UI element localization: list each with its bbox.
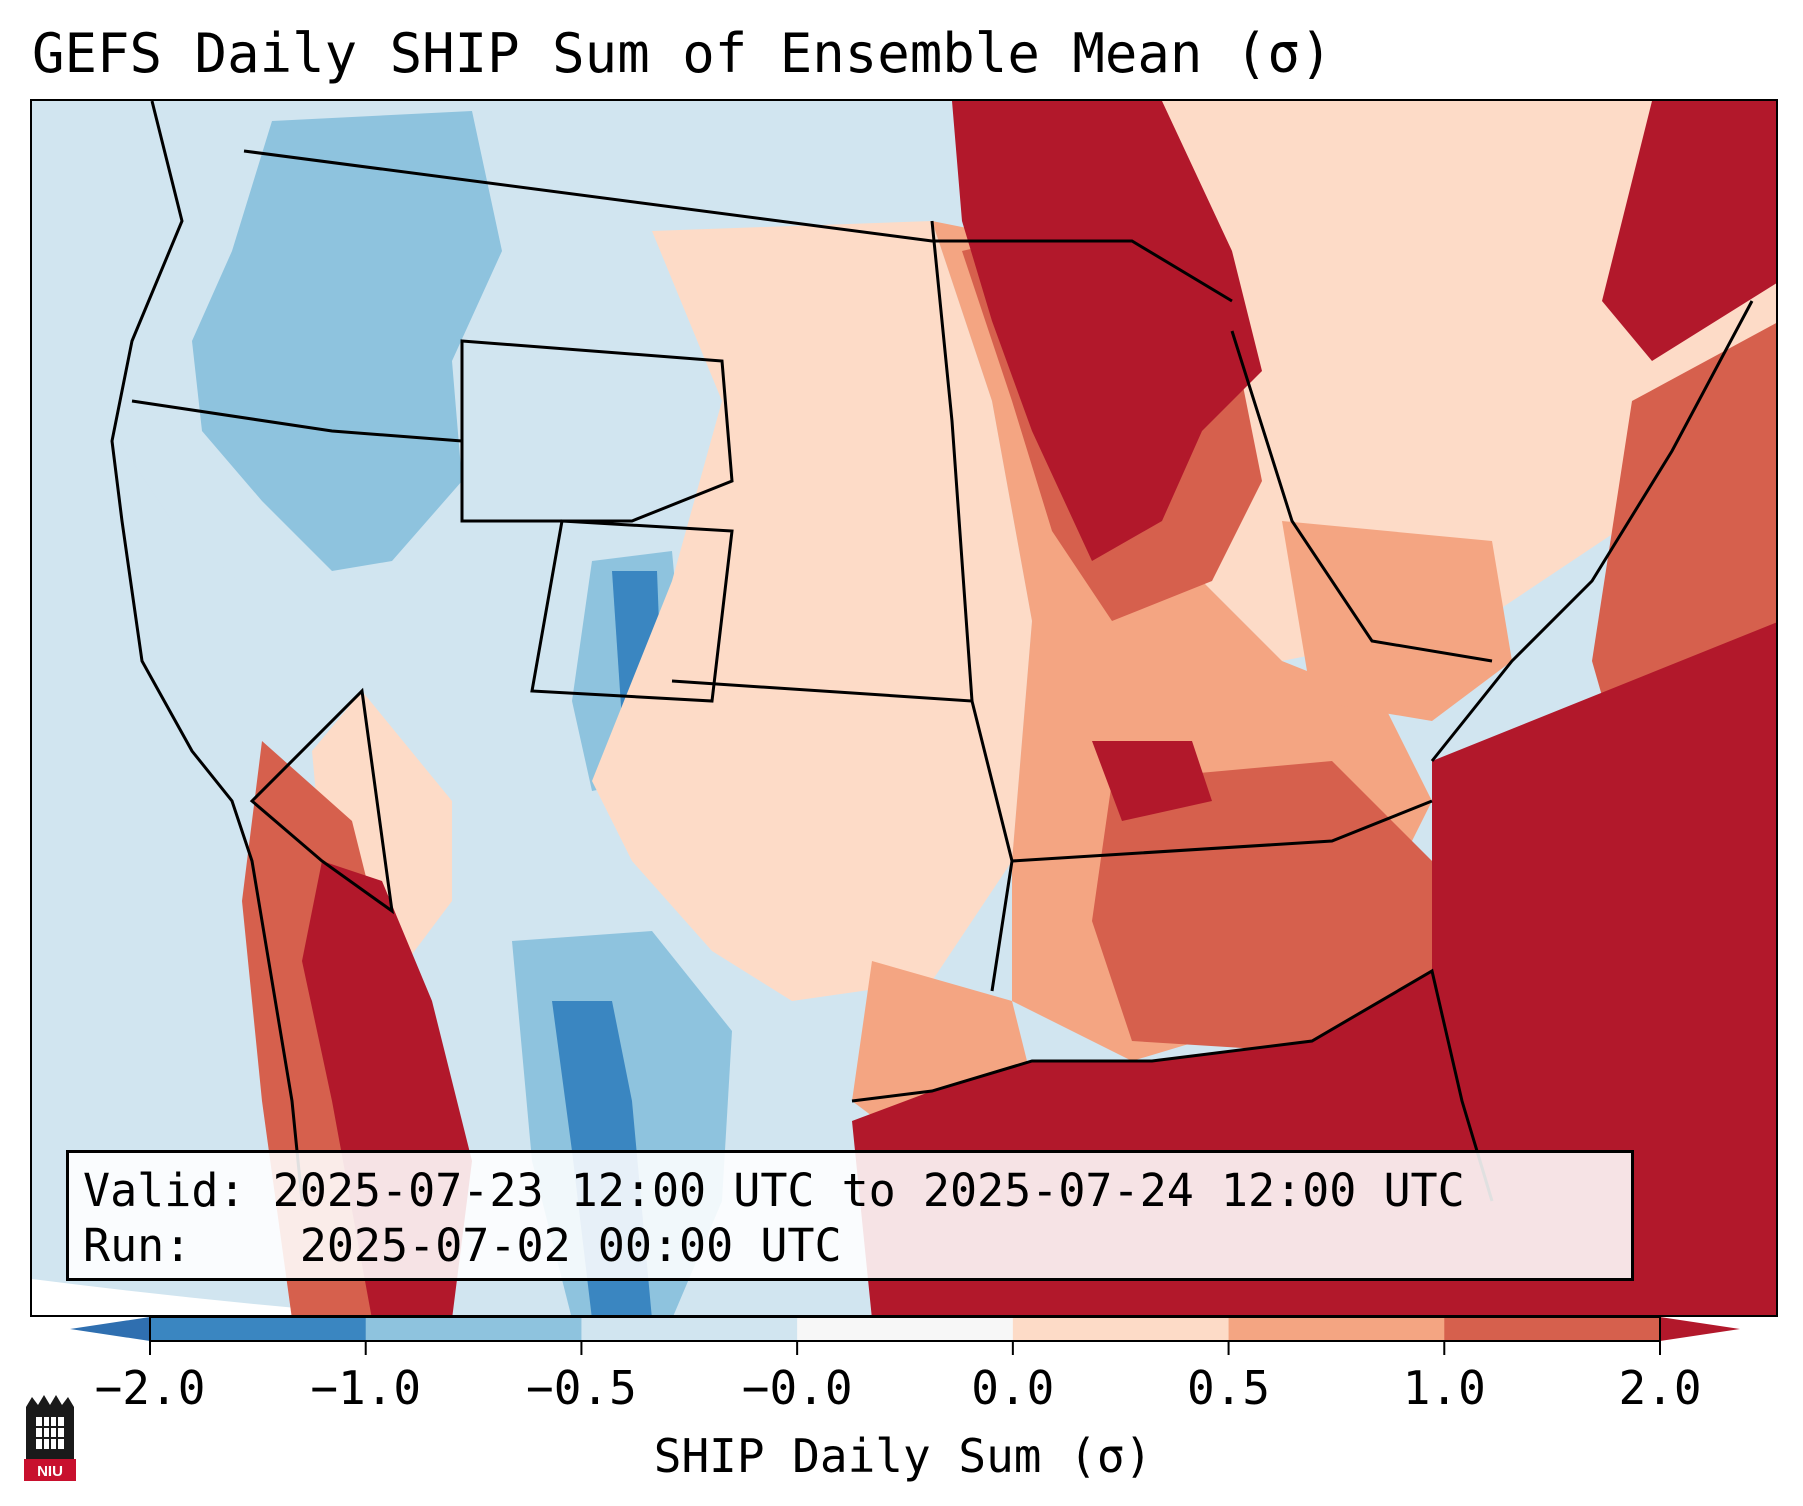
valid-row: Valid: 2025-07-23 12:00 UTC to 2025-07-2… (83, 1163, 1631, 1218)
state-line-minnesota-iowa (930, 220, 974, 702)
region-atlantic-gulf-strong-warm (852, 622, 1776, 1315)
niu-logo: NIU (24, 1395, 76, 1481)
state-line-oregon (131, 399, 463, 443)
map-panel (30, 99, 1778, 1317)
region-plains-slight-warm (592, 221, 1032, 1001)
colorado-outline (530, 519, 734, 703)
gulf-coastline (851, 968, 1494, 1202)
logo-text: NIU (37, 1463, 63, 1480)
colorbar-bin (1444, 1317, 1661, 1341)
colorbar-bin (581, 1317, 798, 1341)
run-value: 2025-07-02 00:00 UTC (299, 1219, 842, 1272)
colorbar-ticks (149, 1341, 1661, 1355)
colorbar-bin (150, 1317, 367, 1341)
region-southeast-warm (1092, 761, 1452, 1051)
state-line-kansas-oklahoma (671, 679, 1014, 992)
nevada-southern-line (249, 687, 394, 915)
east-coastline (1430, 300, 1754, 762)
chart-title: GEFS Daily SHIP Sum of Ensemble Mean (σ) (32, 22, 1333, 85)
colorbar-tick-label: 1.0 (1402, 1361, 1486, 1415)
run-label: Run: (83, 1219, 192, 1272)
colorbar-bin (797, 1317, 1014, 1341)
colorbar (70, 1317, 1740, 1355)
colorbar-tick-label: −0.0 (741, 1361, 853, 1415)
colorbar-bin (1228, 1317, 1445, 1341)
wyoming-outline (460, 339, 734, 523)
colorbar-tick-label: −1.0 (310, 1361, 422, 1415)
colorbar-tick-label: −2.0 (94, 1361, 206, 1415)
state-line-south (1011, 799, 1433, 863)
region-midatlantic-mild-warm (1282, 521, 1512, 721)
canada-border (243, 149, 1233, 303)
colorbar-tick-label: 2.0 (1618, 1361, 1702, 1415)
colorbar-tick-label: −0.5 (526, 1361, 637, 1415)
colorbar-tick-label: 0.5 (1187, 1361, 1271, 1415)
region-upper-midwest-strong-warm (952, 101, 1262, 561)
state-line-east (1230, 330, 1493, 663)
colorbar-bins (150, 1317, 1661, 1341)
region-northwest-cool (192, 111, 502, 571)
boundary-lines (110, 101, 1754, 1202)
colorbar-bin (1012, 1317, 1230, 1341)
colorbar-border (149, 1317, 1661, 1342)
region-tennessee-strong-warm (1092, 741, 1212, 821)
colorbar-label: SHIP Daily Sum (σ) (653, 1429, 1153, 1483)
run-row: Run: 2025-07-02 00:00 UTC (83, 1218, 1631, 1273)
colorbar-tick-label: 0.0 (971, 1361, 1055, 1415)
colorbar-bin (365, 1317, 582, 1341)
colorbar-under-arrow (70, 1317, 150, 1341)
anomaly-map (32, 101, 1776, 1315)
region-maritimes-strong-warm (1602, 101, 1776, 361)
valid-value: 2025-07-23 12:00 UTC to 2025-07-24 12:00… (272, 1164, 1465, 1217)
west-coastline (110, 101, 304, 1202)
validity-info-box: Valid: 2025-07-23 12:00 UTC to 2025-07-2… (66, 1150, 1634, 1281)
valid-label: Valid: (83, 1164, 246, 1217)
colorbar-over-arrow (1660, 1317, 1740, 1341)
